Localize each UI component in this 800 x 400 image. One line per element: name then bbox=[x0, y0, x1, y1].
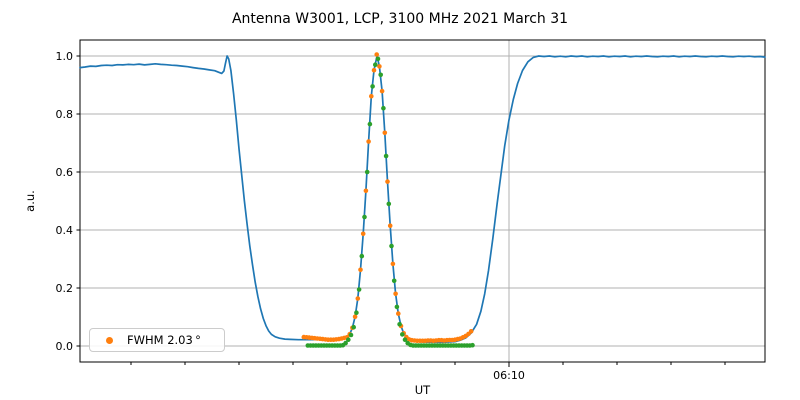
point-normalized-data-points bbox=[468, 329, 474, 334]
point-normalized-data-points bbox=[371, 67, 377, 73]
point-gaussian-fit-points bbox=[381, 105, 386, 111]
point-gaussian-fit-points bbox=[397, 322, 402, 327]
point-gaussian-fit-points bbox=[402, 337, 408, 343]
point-normalized-data-points bbox=[352, 314, 358, 320]
point-gaussian-fit-points bbox=[343, 340, 348, 346]
legend: FWHM 2.03 ° bbox=[89, 328, 225, 352]
y-tick-label: 0.0 bbox=[56, 340, 74, 353]
point-gaussian-fit-points bbox=[394, 304, 400, 310]
point-gaussian-fit-points bbox=[364, 169, 370, 175]
point-normalized-data-points bbox=[379, 88, 385, 94]
legend-label: FWHM 2.03 ° bbox=[127, 333, 201, 347]
point-normalized-data-points bbox=[396, 311, 401, 316]
x-axis-label: UT bbox=[414, 383, 431, 397]
point-gaussian-fit-points bbox=[351, 324, 357, 330]
point-gaussian-fit-points bbox=[362, 214, 367, 220]
point-gaussian-fit-points bbox=[367, 121, 373, 127]
point-gaussian-fit-points bbox=[354, 310, 359, 316]
chart-title: Antenna W3001, LCP, 3100 MHz 2021 March … bbox=[231, 11, 569, 27]
point-gaussian-fit-points bbox=[386, 201, 392, 207]
point-gaussian-fit-points bbox=[383, 153, 389, 159]
point-gaussian-fit-points bbox=[356, 287, 362, 292]
point-gaussian-fit-points bbox=[346, 337, 351, 343]
point-gaussian-fit-points bbox=[470, 342, 475, 348]
point-normalized-data-points bbox=[363, 188, 369, 194]
y-tick-label: 0.6 bbox=[56, 166, 74, 179]
point-normalized-data-points bbox=[393, 291, 398, 297]
x-tick-label: 06:10 bbox=[493, 369, 525, 382]
point-normalized-data-points bbox=[360, 231, 366, 237]
point-normalized-data-points bbox=[369, 94, 374, 99]
point-normalized-data-points bbox=[377, 64, 382, 69]
point-normalized-data-points bbox=[382, 130, 388, 136]
legend-marker-dot-icon bbox=[106, 336, 113, 344]
point-gaussian-fit-points bbox=[370, 84, 375, 89]
y-tick-label: 0.2 bbox=[56, 282, 74, 295]
point-gaussian-fit-points bbox=[348, 332, 354, 338]
point-normalized-data-points bbox=[385, 179, 390, 184]
y-tick-label: 0.4 bbox=[56, 224, 74, 237]
point-normalized-data-points bbox=[355, 296, 361, 301]
point-gaussian-fit-points bbox=[375, 56, 381, 62]
point-gaussian-fit-points bbox=[373, 62, 378, 67]
point-gaussian-fit-points bbox=[359, 253, 365, 259]
y-tick-label: 1.0 bbox=[56, 50, 74, 63]
point-normalized-data-points bbox=[374, 52, 380, 57]
point-gaussian-fit-points bbox=[391, 278, 397, 284]
point-gaussian-fit-points bbox=[400, 332, 405, 337]
point-normalized-data-points bbox=[366, 139, 371, 144]
plot-border bbox=[79, 39, 766, 363]
point-gaussian-fit-points bbox=[378, 72, 384, 78]
point-normalized-data-points bbox=[390, 261, 396, 267]
point-normalized-data-points bbox=[358, 267, 363, 273]
point-normalized-data-points bbox=[387, 223, 393, 228]
y-tick-label: 0.8 bbox=[56, 108, 74, 121]
series-drift-scan-line bbox=[79, 55, 766, 344]
point-gaussian-fit-points bbox=[389, 243, 394, 249]
